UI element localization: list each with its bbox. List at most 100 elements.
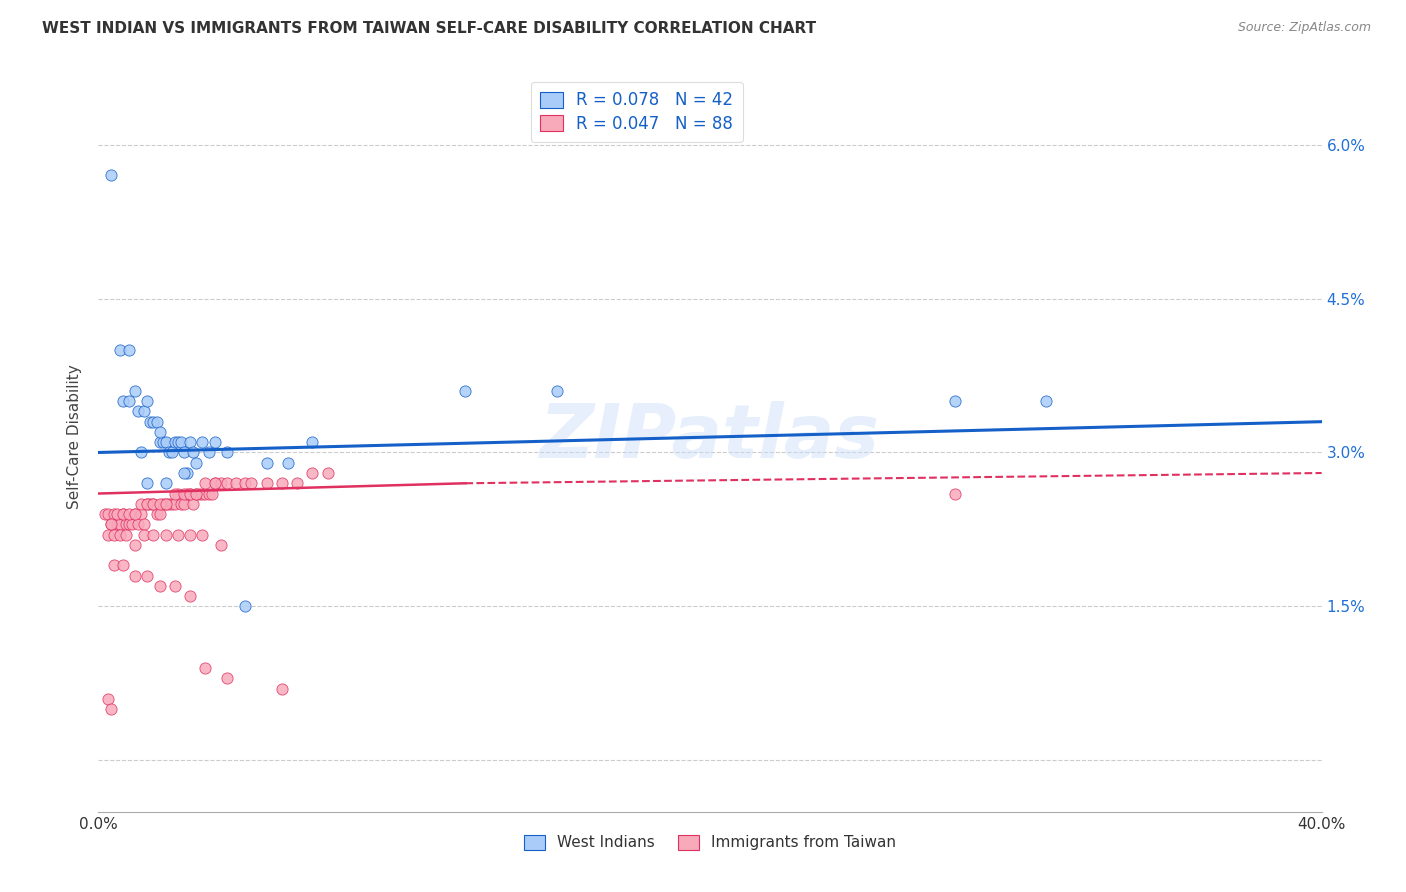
Point [176, 486, 198, 500]
Point [152, 497, 174, 511]
Point [209, 476, 232, 491]
Point [111, 507, 134, 521]
Point [301, 466, 323, 480]
Point [204, 435, 226, 450]
Point [142, 497, 165, 511]
Point [100, 517, 122, 532]
Point [179, 435, 201, 450]
Point [176, 466, 198, 480]
Point [139, 497, 162, 511]
Text: Source: ZipAtlas.com: Source: ZipAtlas.com [1237, 21, 1371, 34]
Point [179, 527, 201, 541]
Point [173, 445, 195, 459]
Point [111, 558, 134, 573]
Point [270, 476, 292, 491]
Point [186, 456, 208, 470]
Point [160, 445, 183, 459]
Point [103, 527, 125, 541]
Point [155, 476, 177, 491]
Point [157, 497, 180, 511]
Point [215, 445, 238, 459]
Text: WEST INDIAN VS IMMIGRANTS FROM TAIWAN SELF-CARE DISABILITY CORRELATION CHART: WEST INDIAN VS IMMIGRANTS FROM TAIWAN SE… [42, 21, 817, 36]
Point [225, 476, 247, 491]
Point [186, 486, 208, 500]
Point [97, 527, 120, 541]
Point [108, 517, 131, 532]
Point [191, 527, 214, 541]
Point [233, 599, 256, 614]
Point [103, 507, 125, 521]
Point [454, 384, 477, 398]
Point [118, 343, 141, 357]
Point [152, 435, 174, 450]
Point [100, 169, 122, 183]
Point [215, 476, 238, 491]
Point [179, 486, 201, 500]
Point [181, 445, 204, 459]
Point [124, 507, 146, 521]
Point [167, 435, 190, 450]
Point [124, 538, 146, 552]
Point [943, 486, 966, 500]
Point [100, 702, 122, 716]
Point [136, 476, 159, 491]
Point [233, 476, 256, 491]
Point [142, 527, 165, 541]
Point [134, 527, 156, 541]
Point [943, 394, 966, 409]
Point [136, 497, 159, 511]
Point [157, 445, 180, 459]
Point [204, 476, 226, 491]
Point [316, 466, 339, 480]
Point [124, 568, 146, 582]
Point [103, 558, 125, 573]
Point [105, 507, 128, 521]
Point [155, 497, 177, 511]
Point [115, 527, 138, 541]
Point [173, 466, 195, 480]
Point [100, 517, 122, 532]
Point [149, 425, 172, 439]
Point [134, 404, 156, 418]
Point [139, 415, 162, 429]
Point [111, 507, 134, 521]
Point [155, 527, 177, 541]
Point [136, 497, 159, 511]
Point [194, 486, 217, 500]
Point [167, 527, 190, 541]
Point [256, 456, 278, 470]
Point [108, 527, 131, 541]
Y-axis label: Self-Care Disability: Self-Care Disability [67, 365, 83, 509]
Point [186, 486, 208, 500]
Point [194, 661, 217, 675]
Point [285, 476, 308, 491]
Point [97, 691, 120, 706]
Point [173, 486, 195, 500]
Point [118, 517, 141, 532]
Point [118, 394, 141, 409]
Point [134, 517, 156, 532]
Point [191, 435, 214, 450]
Point [160, 497, 183, 511]
Point [188, 486, 211, 500]
Point [204, 476, 226, 491]
Point [136, 394, 159, 409]
Point [129, 445, 152, 459]
Point [181, 497, 204, 511]
Point [170, 435, 193, 450]
Point [546, 384, 568, 398]
Point [127, 517, 149, 532]
Point [149, 497, 172, 511]
Point [108, 343, 131, 357]
Point [121, 517, 143, 532]
Point [136, 568, 159, 582]
Point [301, 435, 323, 450]
Point [197, 445, 219, 459]
Point [209, 538, 232, 552]
Point [155, 435, 177, 450]
Point [105, 517, 128, 532]
Legend: West Indians, Immigrants from Taiwan: West Indians, Immigrants from Taiwan [517, 829, 903, 856]
Point [163, 486, 186, 500]
Point [145, 415, 167, 429]
Point [124, 507, 146, 521]
